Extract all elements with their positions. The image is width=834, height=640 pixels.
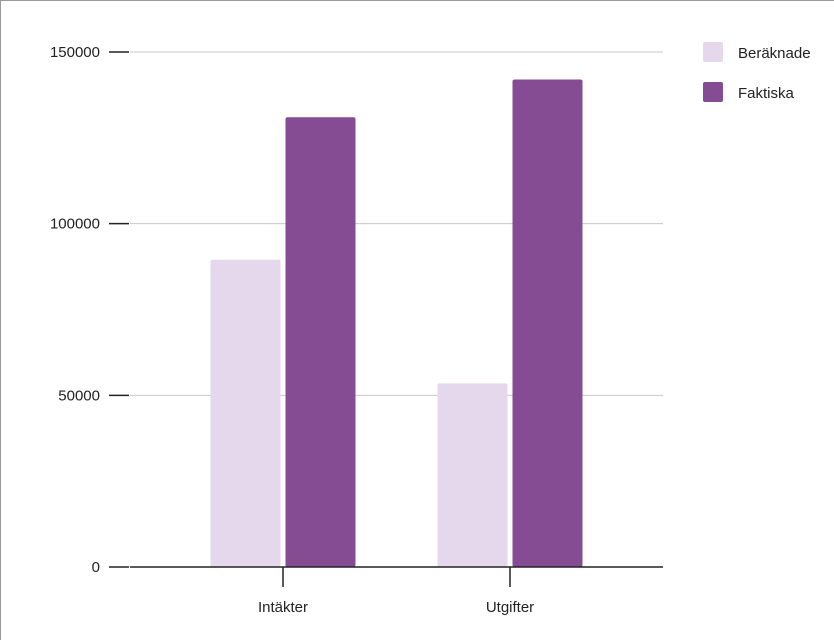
bar: [285, 117, 356, 567]
legend: Beräknade Faktiska: [703, 42, 811, 102]
legend-label: Faktiska: [738, 85, 795, 102]
bars: [210, 79, 583, 567]
x-category-label: Intäkter: [258, 599, 308, 616]
bar: [437, 383, 508, 567]
axes: [130, 566, 663, 587]
bar: [512, 79, 583, 567]
y-tick-label: 50000: [58, 387, 100, 404]
y-tick-label: 0: [92, 559, 100, 576]
bar: [210, 259, 281, 567]
y-axis-ticks: 0 50000 100000 150000: [50, 44, 100, 576]
legend-swatch: [703, 82, 723, 102]
y-tick-label: 100000: [50, 216, 100, 233]
legend-swatch: [703, 42, 723, 62]
legend-label: Beräknade: [738, 45, 811, 62]
y-tick-label: 150000: [50, 44, 100, 61]
x-axis-categories: Intäkter Utgifter: [258, 599, 534, 616]
x-category-label: Utgifter: [486, 599, 534, 616]
